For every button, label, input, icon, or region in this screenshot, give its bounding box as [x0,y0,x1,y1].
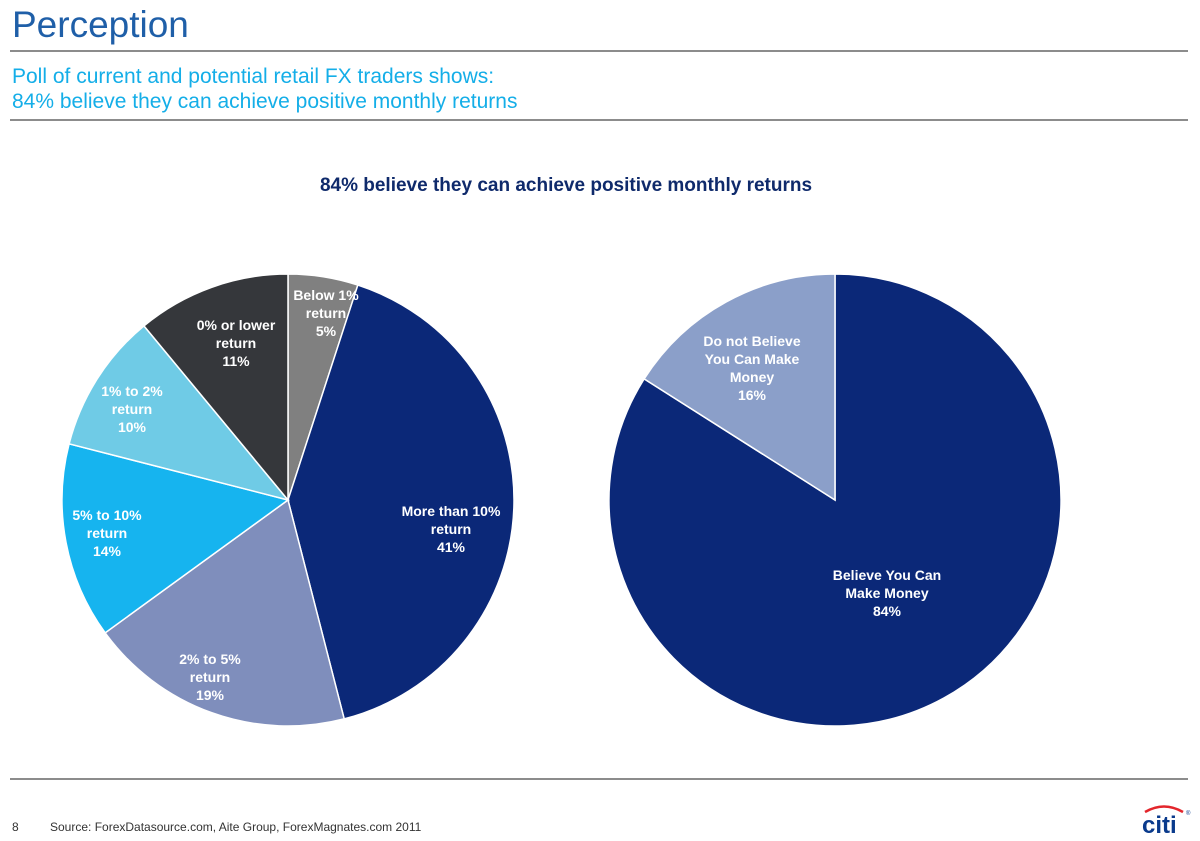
pie0-slice-1 [287,284,515,720]
page-number: 8 [12,820,19,834]
pie0-slice-3 [61,442,290,634]
pie1-slice-0-label: Believe You Can Make Money 84% [833,567,941,619]
citi-logo-mark: ® [1186,810,1191,817]
pie0-slice-2-label: 2% to 5% return 19% [179,651,241,703]
pie0-slice-0-label: Below 1% return 5% [293,287,359,339]
citi-logo-text: citi [1142,812,1177,835]
pie0-slice-1-label: More than 10% return 41% [402,503,501,555]
slide-subtitle: Poll of current and potential retail FX … [12,64,517,114]
pie0-slice-5 [142,273,289,503]
subtitle-line-1: Poll of current and potential retail FX … [12,65,495,88]
pie1-slice-1 [643,273,836,502]
footer-divider [10,778,1188,780]
subtitle-divider [10,119,1188,121]
pie0-slice-5-label: 0% or lower return 11% [197,317,276,369]
citi-logo-arc [1144,805,1184,814]
citi-logo: citi ® [1142,805,1191,835]
pie1-slice-1-label: Do not Believe You Can Make Money 16% [703,333,800,403]
title-divider [10,50,1188,52]
source-note: Source: ForexDatasource.com, Aite Group,… [50,820,422,834]
pie-chart-believe-make-money: Believe You Can Make Money 84% Do not Belie… [608,273,1062,727]
pie0-slice-3-label: 5% to 10% return 14% [72,507,142,559]
subtitle-line-2: 84% believe they can achieve positive mo… [12,90,518,113]
slide-title: Perception [12,4,189,45]
pie0-slice-4-label: 1% to 2% return 10% [101,383,163,435]
chart-heading: 84% believe they can achieve positive mo… [319,175,813,196]
pie0-slice-4 [68,324,291,502]
pie0-slice-2 [104,498,346,727]
pie-chart-return-expectations: Below 1% return 5% More than 10% return 41% 2%… [61,273,515,727]
